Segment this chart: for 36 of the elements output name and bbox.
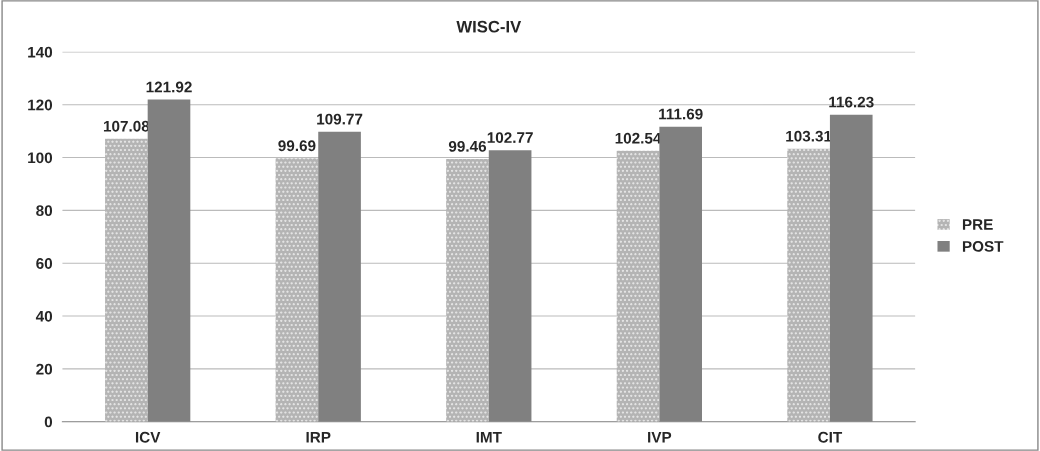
x-tick-label: CIT [818, 431, 843, 443]
bar [488, 150, 532, 422]
data-label: 111.69 [659, 108, 703, 120]
y-tick-label: 80 [36, 205, 53, 217]
bar [446, 158, 489, 422]
data-label: 102.54 [615, 132, 662, 144]
y-tick-label: 20 [36, 363, 53, 375]
bar [829, 114, 873, 422]
legend-label: POST [962, 241, 1004, 252]
x-tick-label: ICV [135, 431, 161, 443]
data-label: 99.46 [448, 140, 487, 152]
y-tick-label: 120 [28, 99, 53, 111]
bar [275, 158, 319, 422]
data-label: 109.77 [317, 113, 363, 125]
bar [318, 131, 361, 422]
y-tick-label: 40 [35, 310, 53, 322]
y-tick-label: 60 [36, 258, 53, 269]
data-label: 99.69 [278, 140, 316, 152]
y-tick-label: 100 [28, 152, 53, 164]
bar [787, 148, 830, 422]
data-label: 107.08 [103, 120, 150, 132]
legend-label: PRE [962, 219, 993, 230]
chart-title: WISC-IV [456, 20, 522, 33]
x-tick-label: IVP [648, 431, 672, 443]
bar [616, 150, 660, 422]
y-tick-label: 0 [44, 416, 53, 428]
y-tick-label: 140 [28, 46, 53, 58]
x-tick-label: IRP [306, 431, 331, 443]
data-label: 116.23 [829, 96, 874, 108]
x-tick-label: IMT [476, 431, 502, 443]
data-label: 103.31 [786, 130, 832, 142]
bar [659, 126, 702, 422]
bar [147, 99, 191, 422]
data-label: 102.77 [487, 132, 533, 144]
bar [105, 138, 148, 422]
data-label: 121.92 [146, 81, 192, 93]
